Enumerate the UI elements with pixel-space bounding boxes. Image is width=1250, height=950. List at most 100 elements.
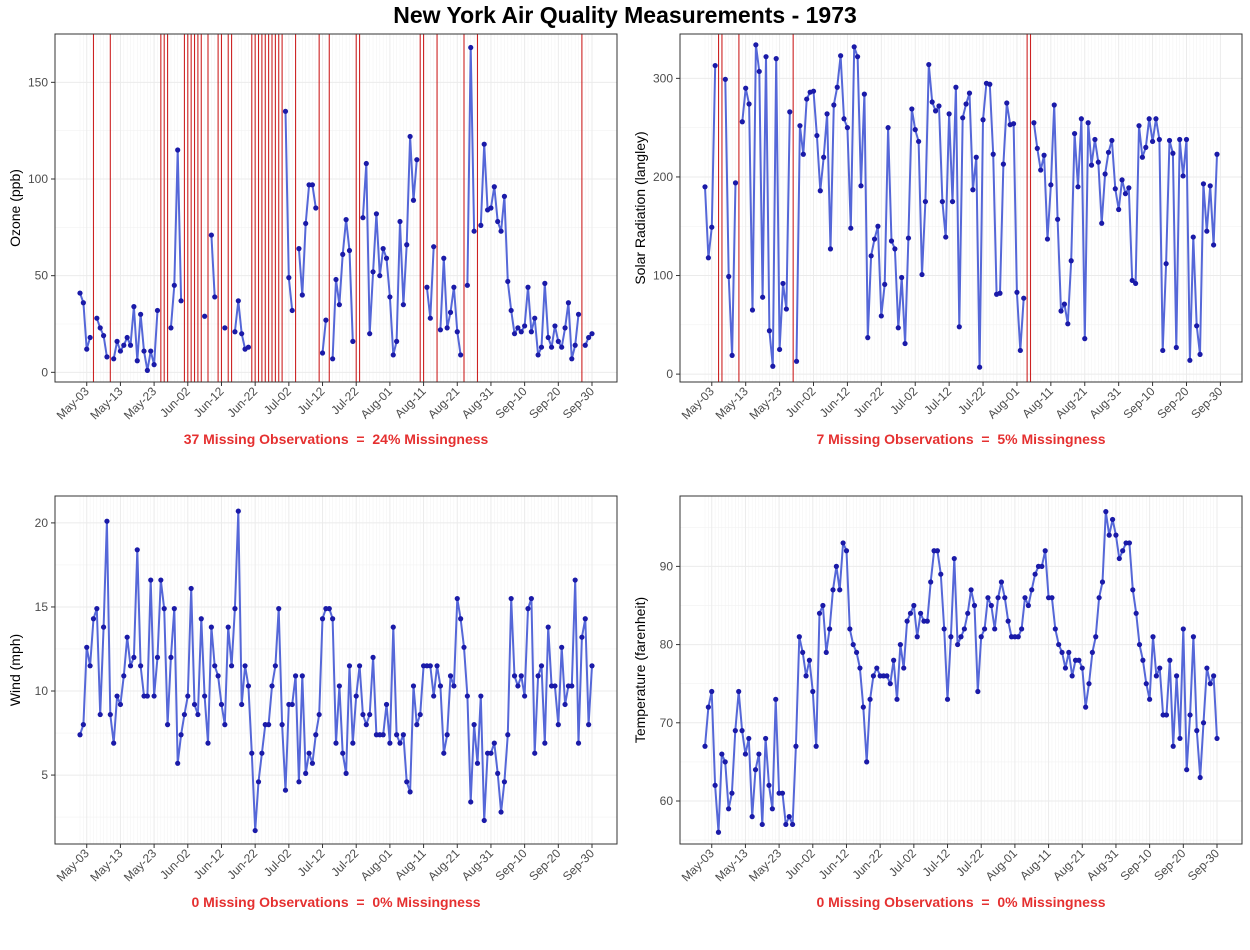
data-point (80, 722, 86, 728)
x-tick-label: May-13 (87, 384, 125, 422)
data-point (555, 338, 561, 344)
data-point (370, 269, 376, 275)
data-point (1095, 159, 1101, 165)
data-point (902, 340, 908, 347)
data-point (522, 693, 528, 699)
data-point (94, 606, 100, 612)
x-tick-label: Aug-31 (459, 846, 496, 883)
data-point (1051, 102, 1057, 108)
data-point (753, 42, 759, 48)
data-point (1088, 162, 1095, 168)
data-point (330, 616, 336, 622)
data-point (491, 184, 497, 190)
data-point (1096, 595, 1102, 601)
x-tick-label: Jul-22 (955, 384, 988, 417)
data-point (535, 352, 541, 358)
data-point (924, 618, 930, 624)
data-point (586, 334, 592, 341)
data-point (904, 618, 910, 624)
data-point (1055, 216, 1061, 222)
data-point (410, 197, 417, 203)
data-point (154, 307, 161, 314)
data-point (367, 331, 373, 337)
data-point (1086, 681, 1092, 687)
data-point (394, 338, 400, 344)
data-point (953, 84, 959, 90)
data-point (1049, 595, 1055, 601)
x-tick-label: May-13 (712, 846, 750, 884)
data-point (838, 53, 844, 59)
data-point (286, 275, 292, 281)
x-tick-label: Sep-30 (1188, 384, 1225, 421)
data-point (922, 198, 928, 205)
data-point (404, 779, 410, 785)
data-point (589, 663, 595, 669)
y-tick-label: 150 (28, 75, 48, 89)
data-point (451, 683, 457, 689)
data-point (451, 284, 457, 290)
data-point (387, 294, 393, 300)
data-point (80, 300, 86, 306)
y-tick-label: 5 (41, 768, 48, 782)
data-point (1143, 144, 1149, 150)
panel-border (54, 495, 618, 845)
data-point (478, 693, 484, 699)
x-tick-label: Jun-02 (783, 384, 819, 420)
data-point (431, 244, 437, 250)
data-point (383, 255, 390, 261)
data-point (1167, 657, 1173, 663)
data-point (501, 779, 508, 785)
data-point (481, 141, 487, 147)
data-point (255, 779, 262, 785)
data-point (1197, 774, 1203, 781)
data-point (390, 352, 396, 358)
x-tick-label: Jul-22 (328, 846, 361, 879)
missingness-caption: 0 Missing Observations = 0% Missingness (816, 894, 1105, 910)
data-point (970, 187, 976, 193)
data-point (390, 624, 396, 630)
x-tick-label: Jun-02 (782, 846, 818, 882)
data-point (202, 693, 208, 699)
data-point (565, 300, 572, 306)
x-tick-label: Aug-11 (1017, 846, 1054, 883)
series-line (95, 317, 108, 358)
data-point (427, 315, 433, 321)
data-point (498, 228, 504, 234)
data-point (914, 634, 920, 640)
data-point (377, 273, 383, 279)
data-point (766, 328, 773, 334)
data-point (276, 606, 282, 612)
data-point (760, 294, 766, 300)
data-point (783, 306, 789, 312)
data-point (87, 663, 93, 669)
data-point (464, 693, 470, 699)
data-point (1066, 649, 1072, 656)
data-point (569, 356, 575, 362)
data-point (562, 701, 568, 708)
data-point (525, 284, 531, 290)
data-point (1025, 602, 1031, 609)
x-tick-label: Jun-22 (851, 384, 887, 420)
data-point (164, 722, 171, 728)
data-point (313, 205, 319, 211)
data-point (124, 634, 130, 640)
data-point (823, 649, 829, 656)
data-point (874, 665, 880, 671)
data-point (1116, 555, 1122, 562)
data-point (948, 634, 954, 640)
data-point (901, 665, 907, 671)
x-tick-label: Aug-31 (1084, 846, 1121, 883)
data-point (1149, 138, 1156, 145)
data-point (249, 750, 255, 756)
data-point (1166, 137, 1173, 144)
data-point (816, 610, 823, 616)
data-point (817, 188, 823, 194)
data-point (222, 722, 228, 728)
data-point (1056, 641, 1062, 648)
data-point (793, 743, 799, 749)
data-point (316, 711, 322, 718)
data-point (840, 540, 846, 546)
data-point (1194, 728, 1200, 734)
data-point (1092, 136, 1098, 143)
data-point (175, 147, 181, 153)
